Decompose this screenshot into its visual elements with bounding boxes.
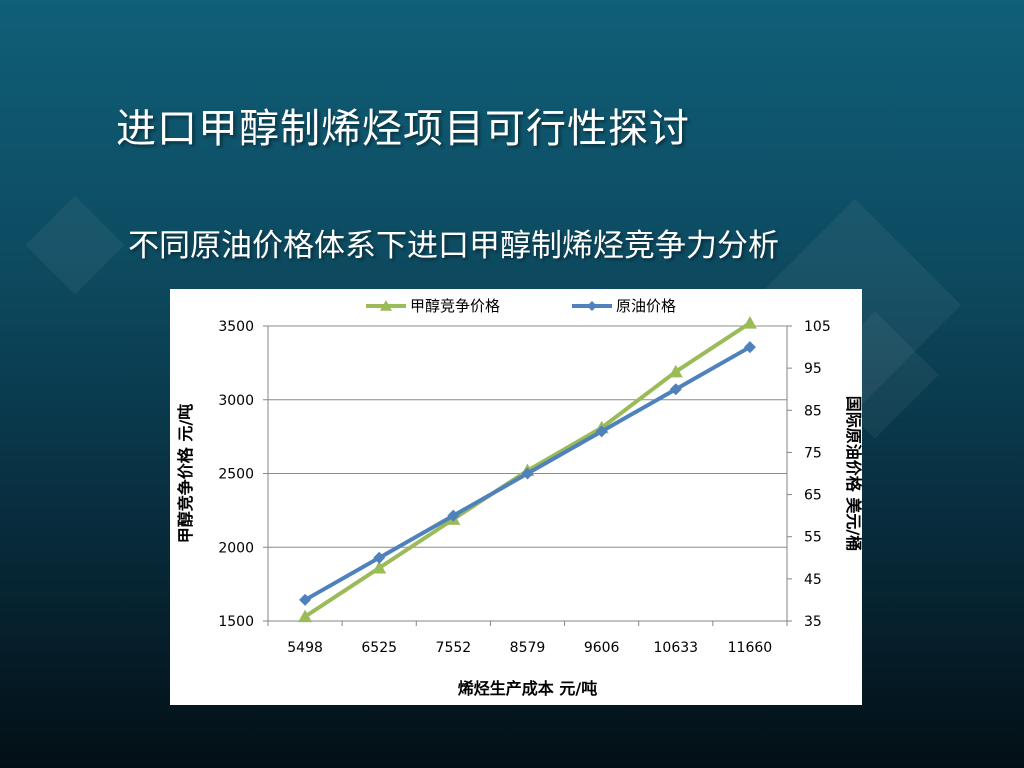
chart-container: 1500 2000 2500 3000 3500 35 45 55 65 75 85 95 105 549… <box>170 289 862 705</box>
right-axis-tick-label: 75 <box>804 445 822 461</box>
x-axis-tick-label: 7552 <box>436 640 472 656</box>
x-axis-tick-label: 9606 <box>584 640 620 656</box>
right-axis-title: 国际原油价格 美元/桶 <box>844 396 862 551</box>
x-axis-tick-label: 11660 <box>728 640 773 656</box>
slide-title: 进口甲醇制烯烃项目可行性探讨 <box>116 106 690 152</box>
data-point-triangle <box>298 609 313 623</box>
data-point-triangle <box>742 316 757 329</box>
x-axis-tick-label: 5498 <box>287 640 323 656</box>
data-point-diamond <box>669 383 682 396</box>
left-axis-tick-label: 3000 <box>218 393 254 409</box>
right-axis-tick-label: 85 <box>804 403 822 419</box>
left-axis-tick-label: 1500 <box>218 614 254 630</box>
legend-marker <box>380 300 392 311</box>
dual-axis-line-chart: 1500 2000 2500 3000 3500 35 45 55 65 75 85 95 105 549… <box>176 297 862 698</box>
right-axis-tick-label: 55 <box>804 530 822 546</box>
data-point-diamond <box>743 341 756 354</box>
legend-label: 原油价格 <box>616 297 676 315</box>
right-axis-tick-label: 105 <box>804 319 831 335</box>
x-axis-tick-label: 6525 <box>361 640 397 656</box>
right-axis-tick-label: 45 <box>804 572 822 588</box>
data-point-triangle <box>668 364 683 378</box>
x-axis-tick-label: 10633 <box>654 640 699 656</box>
x-axis-title: 烯烃生产成本 元/吨 <box>458 679 597 698</box>
legend-label: 甲醇竞争价格 <box>410 297 500 315</box>
x-axis-tick-label: 8579 <box>510 640 546 656</box>
legend-marker <box>587 301 597 311</box>
data-point-diamond <box>521 467 534 480</box>
data-point-diamond <box>373 551 386 564</box>
right-axis-tick-label: 95 <box>804 361 822 377</box>
left-axis-tick-label: 2000 <box>218 540 254 556</box>
data-point-triangle <box>372 560 387 574</box>
right-axis-tick-label: 35 <box>804 614 822 630</box>
left-axis-tick-label: 3500 <box>218 319 254 335</box>
right-axis-tick-label: 65 <box>804 488 822 504</box>
data-point-diamond <box>299 593 312 606</box>
slide-subtitle: 不同原油价格体系下进口甲醇制烯烃竞争力分析 <box>128 228 779 264</box>
left-axis-title: 甲醇竞争价格 元/吨 <box>176 404 195 543</box>
background-decoration <box>25 195 125 295</box>
data-point-diamond <box>595 425 608 438</box>
left-axis-tick-label: 2500 <box>218 467 254 483</box>
